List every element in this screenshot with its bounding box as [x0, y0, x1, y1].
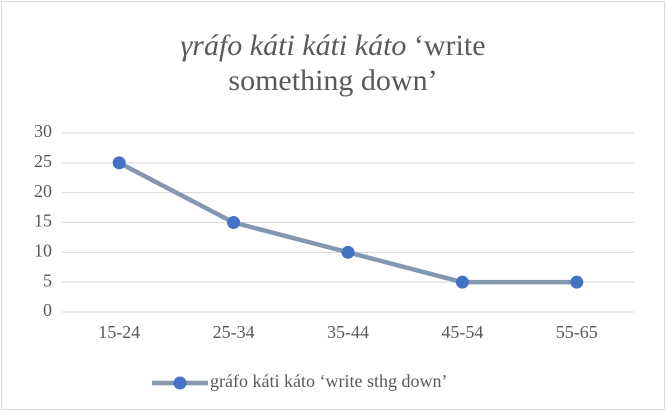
chart-title: γráfo káti káti káto ‘write something do… [133, 28, 533, 98]
y-tick-label: 0 [43, 300, 52, 320]
data-point [570, 275, 584, 289]
y-tick-label: 25 [34, 151, 52, 171]
legend-marker [173, 376, 187, 390]
title-term: γráfo káti káti káto [180, 29, 407, 62]
x-tick-label: 35-44 [327, 322, 369, 342]
y-tick-label: 15 [34, 211, 52, 231]
x-tick-label: 55-65 [556, 322, 598, 342]
data-point [112, 156, 126, 170]
y-tick-label: 5 [43, 270, 52, 290]
x-tick-label: 15-24 [98, 322, 140, 342]
data-point [455, 275, 469, 289]
y-tick-label: 10 [34, 240, 52, 260]
y-tick-label: 20 [34, 181, 52, 201]
title-gloss: ‘write something down’ [228, 29, 486, 97]
y-tick-label: 30 [34, 121, 52, 141]
data-point [227, 216, 241, 229]
x-tick-label: 25-34 [213, 322, 255, 342]
data-point [341, 245, 355, 259]
x-tick-label: 45-54 [441, 322, 483, 342]
legend-label: gráfo káti káto ‘write sthg down’ [210, 371, 447, 391]
